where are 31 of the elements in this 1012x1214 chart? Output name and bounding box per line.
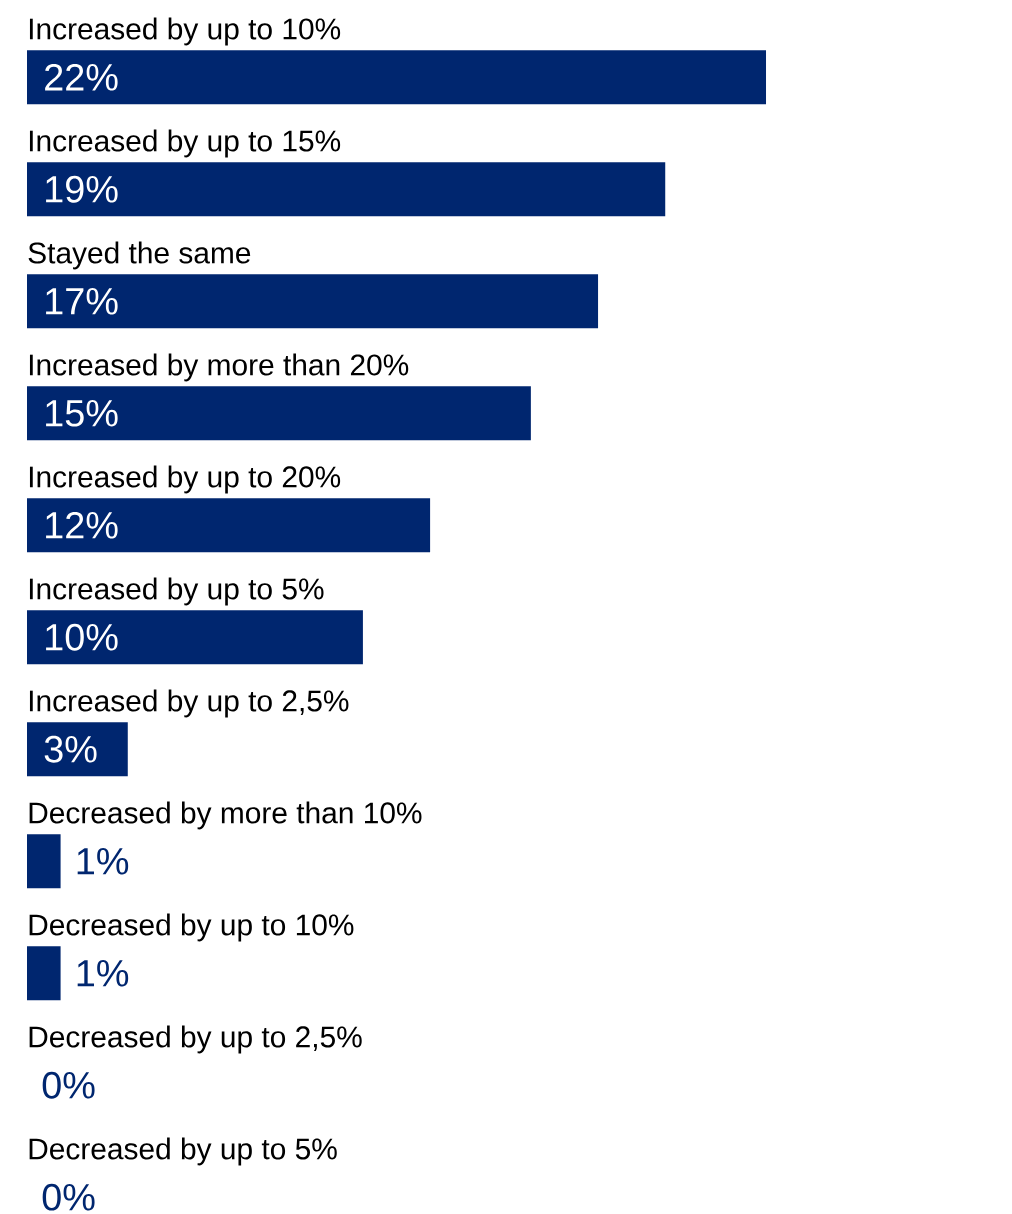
data-label: 1% [77, 959, 129, 987]
bar [27, 946, 61, 1001]
bar [27, 834, 61, 889]
y-tick-label: Decreased by up to 5% [29, 1137, 337, 1166]
y-tick-label: Decreased by up to 10% [29, 913, 354, 942]
y-tick-label: Increased by up to 15% [29, 129, 341, 158]
bar [27, 610, 363, 665]
data-label: 12% [46, 511, 118, 539]
bar [27, 162, 666, 217]
data-label: 19% [46, 175, 118, 203]
data-label: 10% [46, 623, 118, 651]
data-label: 0% [42, 1183, 95, 1211]
data-label: 1% [77, 847, 129, 875]
y-tick-label: Increased by up to 5% [29, 577, 324, 606]
y-tick-label: Decreased by up to 2,5% [29, 1025, 362, 1054]
data-label: 22% [45, 63, 118, 91]
bar [27, 498, 431, 553]
bar [27, 386, 531, 441]
y-tick-label: Stayed the same [28, 241, 251, 270]
y-tick-label: Increased by up to 10% [29, 17, 341, 46]
data-label: 0% [42, 1071, 95, 1099]
bar [27, 722, 128, 777]
y-tick-label: Increased by up to 20% [29, 465, 341, 494]
data-label: 17% [46, 288, 118, 315]
bar [27, 274, 599, 329]
y-tick-label: Increased by up to 2,5% [29, 689, 349, 718]
data-label: 3% [44, 735, 97, 763]
y-tick-label: Increased by more than 20% [29, 353, 409, 382]
y-tick-label: Decreased by more than 10% [29, 801, 422, 830]
data-label: 15% [46, 399, 118, 427]
bar [27, 50, 767, 105]
